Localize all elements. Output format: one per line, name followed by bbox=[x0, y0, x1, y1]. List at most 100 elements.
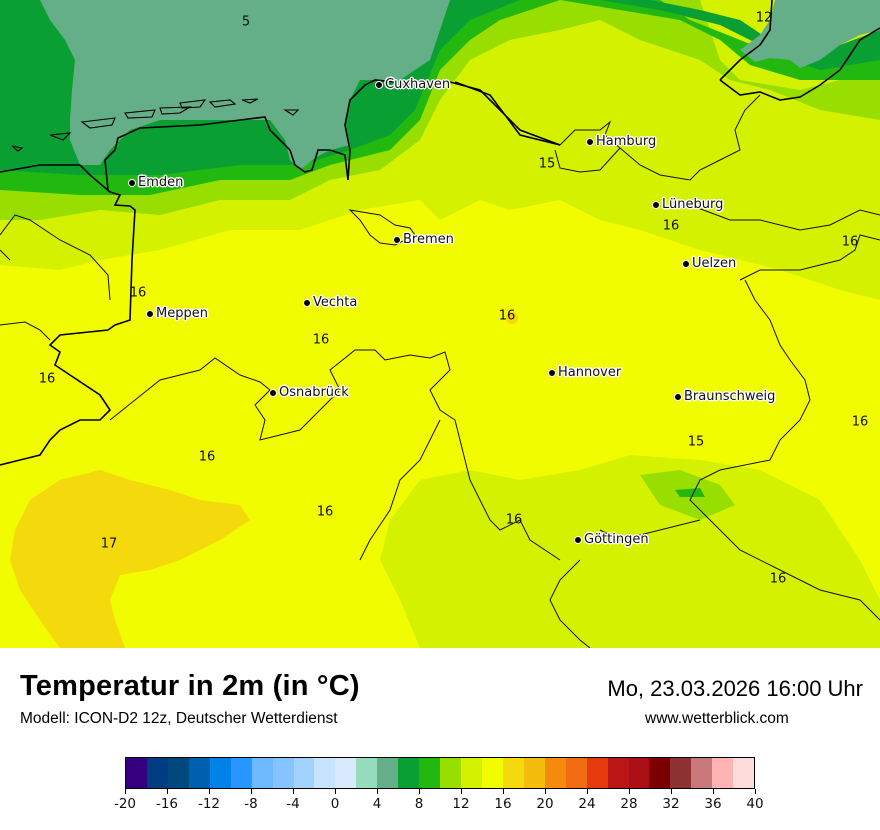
colorbar-tick-label: 8 bbox=[414, 796, 424, 812]
model-subtitle: Modell: ICON-D2 12z, Deutscher Wetterdie… bbox=[20, 710, 338, 727]
colorbar-segment bbox=[565, 758, 587, 788]
colorbar-tick bbox=[754, 789, 756, 794]
colorbar-tick-label: 40 bbox=[746, 796, 764, 812]
colorbar-tick-label: 36 bbox=[704, 796, 722, 812]
colorbar-tick-label: 32 bbox=[662, 796, 680, 812]
colorbar-segment bbox=[481, 758, 503, 788]
colorbar-segment bbox=[691, 758, 713, 788]
colorbar-segment bbox=[398, 758, 420, 788]
city-dot-icon bbox=[146, 309, 154, 318]
colorbar-segment bbox=[419, 758, 441, 788]
map-title: Temperatur in 2m (in °C) bbox=[20, 670, 360, 702]
city-name: Hamburg bbox=[596, 134, 657, 149]
colorbar-segment bbox=[628, 758, 650, 788]
colorbar-tick bbox=[250, 789, 252, 794]
colorbar-tick bbox=[292, 789, 294, 794]
colorbar-segment bbox=[167, 758, 189, 788]
temperature-value-label: 12 bbox=[755, 10, 773, 26]
city-name: Emden bbox=[138, 175, 184, 190]
colorbar-segment bbox=[146, 758, 168, 788]
band-18 bbox=[10, 470, 250, 648]
city-name: Lüneburg bbox=[662, 197, 724, 212]
city-dot-icon bbox=[303, 298, 311, 307]
city-name: Bremen bbox=[403, 232, 454, 247]
temperature-value-label: 16 bbox=[312, 332, 330, 348]
colorbar-segment bbox=[586, 758, 608, 788]
temperature-value-label: 15 bbox=[538, 156, 556, 172]
colorbar-tick-label: -12 bbox=[197, 796, 221, 812]
colorbar-segment bbox=[607, 758, 629, 788]
colorbar-segment bbox=[440, 758, 461, 788]
temperature-value-label: 16 bbox=[662, 218, 680, 234]
state-borders bbox=[0, 94, 880, 648]
colorbar-tick bbox=[208, 789, 210, 794]
city-dot-icon bbox=[128, 178, 136, 187]
city-marker: Uelzen bbox=[682, 256, 736, 271]
temperature-value-label: 16 bbox=[198, 449, 216, 465]
colorbar-tick bbox=[418, 789, 420, 794]
city-marker: Hamburg bbox=[586, 134, 656, 149]
colorbar-segment bbox=[272, 758, 294, 788]
colorbar-tick bbox=[124, 789, 126, 794]
colorbar-tick-label: 12 bbox=[452, 796, 470, 812]
temperature-map[interactable]: Cuxhaven Hamburg Emden Lüneburg Bremen Uelzen… bbox=[0, 0, 880, 648]
city-dot-icon bbox=[586, 137, 594, 146]
colorbar-tick bbox=[334, 789, 336, 794]
sea-northeast bbox=[740, 0, 880, 68]
colorbar-segment bbox=[314, 758, 336, 788]
colorbar-segment bbox=[733, 758, 755, 788]
colorbar-tick bbox=[712, 789, 714, 794]
city-dot-icon bbox=[574, 535, 582, 544]
temperature-value-label: 16 bbox=[851, 414, 869, 430]
colorbar-tick bbox=[670, 789, 672, 794]
city-marker: Göttingen bbox=[574, 532, 649, 547]
city-name: Meppen bbox=[156, 306, 208, 321]
city-marker: Bremen bbox=[393, 232, 454, 247]
city-marker: Emden bbox=[128, 175, 183, 190]
colorbar-tick-label: 28 bbox=[620, 796, 638, 812]
colorbar-segment bbox=[126, 758, 147, 788]
colorbar-segment bbox=[356, 758, 378, 788]
website-link[interactable]: www.wetterblick.com bbox=[645, 710, 789, 727]
band-10-south bbox=[675, 488, 705, 497]
colorbar-segment bbox=[649, 758, 671, 788]
city-name: Vechta bbox=[313, 295, 358, 310]
temperature-value-label: 17 bbox=[100, 536, 118, 552]
colorbar-segment bbox=[670, 758, 692, 788]
colorbar-segment bbox=[461, 758, 482, 788]
temperature-value-label: 5 bbox=[241, 14, 251, 30]
colorbar-tick-label: -8 bbox=[244, 796, 258, 812]
valid-datetime: Mo, 23.03.2026 16:00 Uhr bbox=[607, 676, 863, 701]
city-dot-icon bbox=[682, 259, 690, 268]
warm-spot bbox=[506, 312, 518, 324]
city-name: Braunschweig bbox=[684, 389, 776, 404]
colorbar-tick-label: 20 bbox=[536, 796, 554, 812]
city-marker: Cuxhaven bbox=[375, 77, 450, 92]
city-name: Osnabrück bbox=[279, 385, 349, 400]
colorbar-tick bbox=[460, 789, 462, 794]
city-name: Uelzen bbox=[692, 256, 737, 271]
colorbar-tick-label: 16 bbox=[494, 796, 512, 812]
colorbar-segment bbox=[188, 758, 210, 788]
city-dot-icon bbox=[652, 200, 660, 209]
colorbar-segment bbox=[544, 758, 566, 788]
city-name: Hannover bbox=[558, 365, 622, 380]
temperature-value-label: 16 bbox=[38, 371, 56, 387]
colorbar-segment bbox=[335, 758, 357, 788]
colorbar-tick-label: 4 bbox=[372, 796, 382, 812]
colorbar-segment bbox=[293, 758, 315, 788]
city-marker: Braunschweig bbox=[674, 389, 775, 404]
city-name: Göttingen bbox=[584, 532, 649, 547]
coastlines bbox=[0, 0, 880, 466]
city-marker: Hannover bbox=[548, 365, 621, 380]
city-name: Cuxhaven bbox=[385, 77, 451, 92]
islands bbox=[11, 98, 300, 152]
colorbar-tick bbox=[376, 789, 378, 794]
colorbar-tick-label: -20 bbox=[113, 796, 137, 812]
temperature-value-label: 16 bbox=[498, 308, 516, 324]
city-dot-icon bbox=[548, 368, 556, 377]
colorbar-tick bbox=[502, 789, 504, 794]
colorbar-tick-label: -16 bbox=[155, 796, 179, 812]
temperature-colorbar bbox=[125, 757, 755, 789]
city-dot-icon bbox=[375, 80, 383, 89]
